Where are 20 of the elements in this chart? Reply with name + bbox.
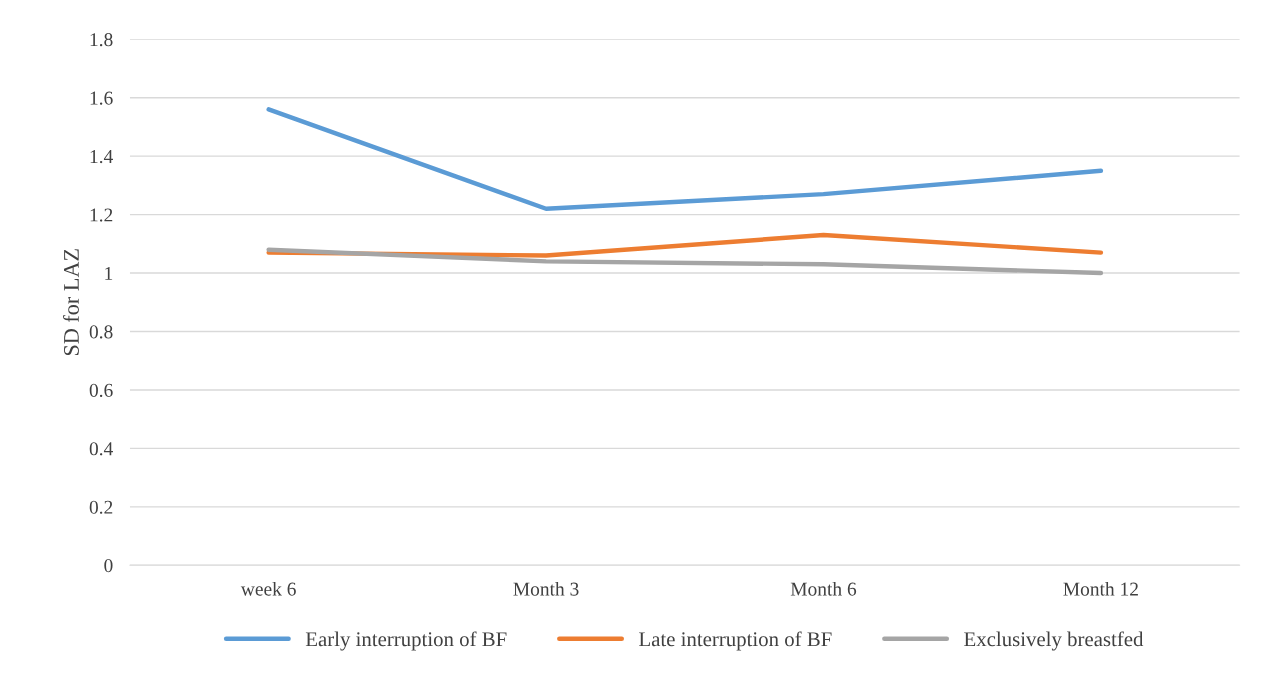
x-tick-label: Month 3: [513, 581, 579, 596]
legend-label: Late interruption of BF: [639, 631, 832, 651]
line-series: [266, 247, 1104, 276]
y-tick-label: 1.8: [90, 33, 113, 47]
y-tick-label: 1.2: [90, 208, 113, 222]
y-tick-label: 0: [104, 559, 113, 573]
y-tick-label: 0.8: [89, 325, 113, 339]
y-tick-label: 0.4: [89, 442, 113, 456]
x-tick-label: Month 12: [1063, 581, 1138, 596]
legend-label: Exclusively breastfed: [964, 631, 1144, 651]
legend-label: Early interruption of BF: [305, 631, 507, 651]
line-series: [266, 107, 1104, 211]
x-tick-label: week 6: [240, 581, 296, 596]
y-tick-label: 1.4: [90, 150, 113, 164]
y-axis-title: SD for LAZ: [63, 249, 79, 356]
y-tick-label: 1.6: [90, 91, 113, 105]
y-tick-label: 0.6: [89, 383, 113, 397]
x-tick-label: Month 6: [790, 581, 857, 596]
y-tick-label: 1: [105, 266, 113, 280]
y-tick-label: 0.2: [89, 500, 113, 514]
